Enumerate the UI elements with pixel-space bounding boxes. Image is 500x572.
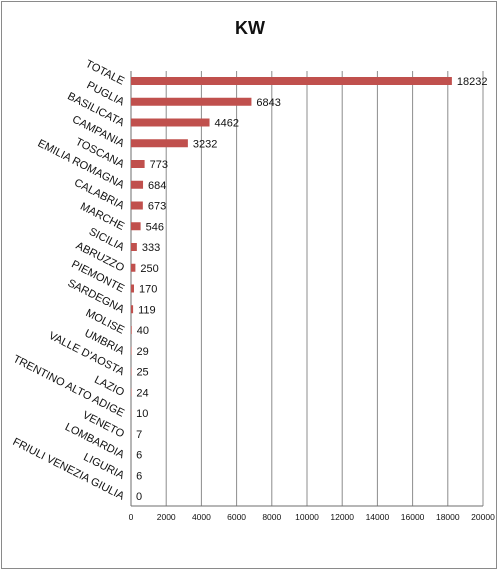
- data-label: 170: [139, 284, 157, 296]
- data-label: 6843: [256, 97, 280, 109]
- data-label: 250: [140, 263, 158, 275]
- data-label: 6: [136, 470, 142, 482]
- data-label: 6: [136, 450, 142, 462]
- bar: [131, 222, 141, 231]
- bar: [131, 77, 452, 85]
- x-tick-label: 14000: [366, 512, 390, 522]
- x-tick-label: 18000: [436, 512, 460, 522]
- data-label: 40: [137, 325, 149, 337]
- data-label: 7: [136, 429, 142, 441]
- data-label: 0: [136, 491, 142, 503]
- bar: [131, 160, 145, 168]
- data-label: 18232: [457, 76, 488, 88]
- bar: [131, 201, 143, 210]
- x-tick-label: 16000: [401, 512, 425, 522]
- data-label: 773: [150, 159, 168, 171]
- bar: [131, 139, 188, 148]
- bar: [131, 180, 144, 189]
- bar: [131, 326, 132, 334]
- data-label: 10: [136, 408, 148, 420]
- bar: [131, 118, 210, 127]
- bar: [131, 97, 252, 106]
- x-tick-label: 4000: [192, 512, 211, 522]
- data-label: 24: [136, 387, 148, 399]
- data-label: 29: [137, 346, 149, 358]
- x-tick-label: 10000: [295, 512, 319, 522]
- x-tick-label: 8000: [262, 512, 281, 522]
- data-label: 684: [148, 180, 166, 192]
- x-tick-label: 12000: [330, 512, 354, 522]
- x-tick-label: 6000: [227, 512, 246, 522]
- bar: [131, 284, 134, 293]
- x-tick-label: 2000: [157, 512, 176, 522]
- chart-title: KW: [235, 18, 265, 38]
- x-tick-label: 0: [129, 512, 134, 522]
- bar: [131, 346, 132, 355]
- x-tick-label: 20000: [471, 512, 495, 522]
- bar: [131, 263, 136, 272]
- data-label: 25: [136, 367, 148, 379]
- data-label: 4462: [215, 118, 239, 130]
- data-label: 546: [146, 221, 164, 233]
- bar: [131, 305, 134, 314]
- data-label: 119: [138, 304, 156, 316]
- bar: [131, 243, 137, 251]
- data-label: 3232: [193, 138, 217, 150]
- data-label: 333: [142, 242, 160, 254]
- data-label: 673: [148, 201, 166, 213]
